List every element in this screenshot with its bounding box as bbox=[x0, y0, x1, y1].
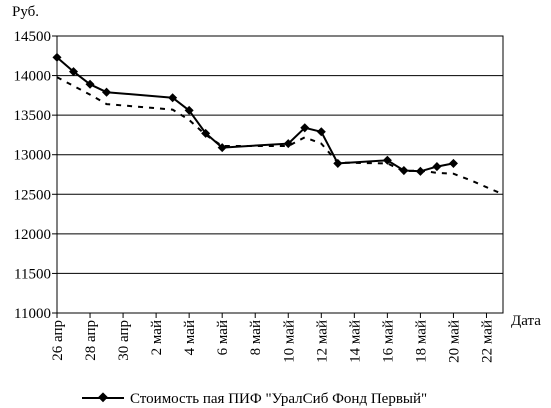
x-tick-label: 2 май bbox=[149, 320, 165, 355]
data-point-marker bbox=[448, 158, 458, 168]
data-point-marker bbox=[168, 93, 178, 103]
y-tick-label: 13000 bbox=[14, 148, 52, 164]
x-tick-label: 10 май bbox=[281, 320, 297, 363]
data-point-marker bbox=[399, 166, 409, 176]
x-tick-label: 8 май bbox=[248, 320, 264, 355]
x-tick-label: 4 май bbox=[182, 320, 198, 355]
y-tick-label: 12500 bbox=[14, 187, 52, 203]
legend-diamond-marker bbox=[98, 392, 108, 403]
y-tick-label: 14000 bbox=[14, 69, 52, 85]
x-tick-label: 26 апр bbox=[50, 320, 66, 361]
x-axis-ticks: 26 апр 28 апр 30 апр 2 май 4 май 6 май 8 май 10… bbox=[50, 313, 495, 363]
x-tick-label: 20 май bbox=[446, 320, 462, 363]
x-tick-label: 30 апр bbox=[116, 320, 132, 361]
x-tick-label: 12 май bbox=[314, 320, 330, 363]
x-tick-label: 18 май bbox=[413, 320, 429, 363]
plot-area-frame bbox=[56, 35, 504, 314]
x-tick-label: 14 май bbox=[347, 320, 363, 363]
x-tick-label: 16 май bbox=[380, 320, 396, 363]
x-tick-label: 28 апр bbox=[83, 320, 99, 361]
y-tick-label: 14500 bbox=[14, 29, 52, 45]
series-group bbox=[52, 52, 504, 196]
data-point-marker bbox=[102, 87, 112, 97]
data-point-marker bbox=[300, 123, 310, 133]
data-point-marker bbox=[184, 105, 194, 115]
legend-label: Стоимость пая ПИФ "УралСиб Фонд Первый" bbox=[130, 391, 427, 407]
data-point-marker bbox=[217, 143, 227, 153]
x-axis-title: Дата bbox=[511, 313, 541, 329]
y-tick-label: 12000 bbox=[14, 227, 52, 243]
data-point-marker bbox=[85, 79, 95, 89]
y-axis-title: Руб. bbox=[12, 4, 39, 20]
grid-lines bbox=[57, 35, 503, 314]
data-point-marker bbox=[68, 67, 79, 77]
data-point-marker bbox=[432, 162, 442, 172]
y-axis-ticks: 11000 11500 12000 12500 13000 13500 14000 14500 bbox=[14, 29, 57, 322]
y-tick-label: 11000 bbox=[14, 306, 51, 322]
x-tick-label: 6 май bbox=[215, 320, 231, 355]
data-point-marker bbox=[382, 155, 392, 165]
legend: Стоимость пая ПИФ "УралСиб Фонд Первый" bbox=[82, 391, 427, 407]
data-point-marker bbox=[316, 127, 326, 137]
y-tick-label: 11500 bbox=[14, 266, 51, 282]
data-point-marker bbox=[283, 139, 293, 149]
y-tick-label: 13500 bbox=[14, 108, 52, 124]
series-line-2 bbox=[56, 76, 504, 196]
x-tick-label: 22 май bbox=[479, 320, 495, 363]
